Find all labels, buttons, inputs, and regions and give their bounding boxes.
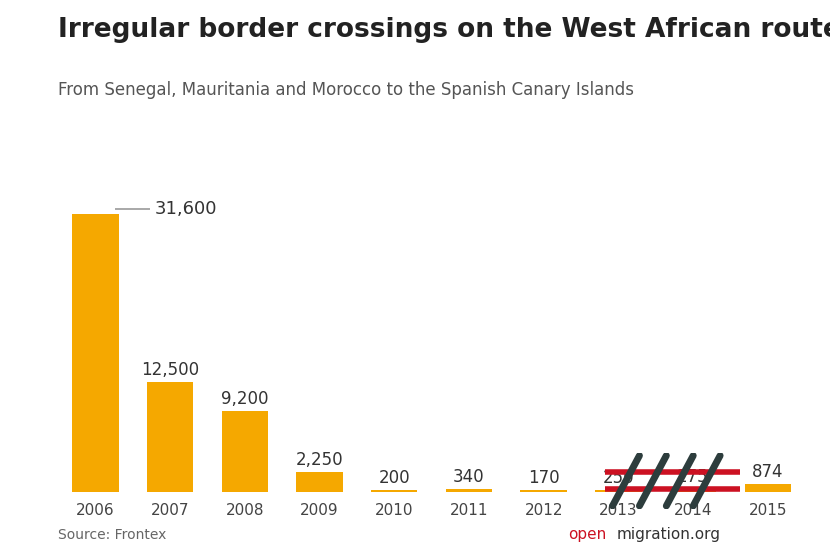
Bar [222, 411, 268, 492]
Text: 250: 250 [603, 468, 634, 487]
Text: 9,200: 9,200 [221, 390, 269, 408]
Text: From Senegal, Mauritania and Morocco to the Spanish Canary Islands: From Senegal, Mauritania and Morocco to … [58, 81, 634, 99]
Bar [371, 490, 417, 492]
Text: Source: Frontex: Source: Frontex [58, 528, 167, 542]
Text: 170: 170 [528, 470, 559, 487]
Bar [595, 490, 642, 492]
Bar [446, 489, 492, 492]
Text: 31,600: 31,600 [154, 200, 217, 218]
Bar [745, 484, 791, 492]
Text: 275: 275 [677, 468, 709, 486]
Text: 12,500: 12,500 [141, 361, 199, 379]
Bar [147, 382, 193, 492]
Bar [296, 472, 343, 492]
Text: Irregular border crossings on the West African route: Irregular border crossings on the West A… [58, 17, 830, 43]
Bar [520, 490, 567, 492]
Bar [72, 214, 119, 492]
Text: open: open [569, 527, 607, 542]
Text: migration.org: migration.org [617, 527, 720, 542]
Text: 200: 200 [378, 469, 410, 487]
Text: 340: 340 [453, 468, 485, 486]
Text: 874: 874 [752, 463, 784, 481]
Bar [670, 490, 716, 492]
Text: 2,250: 2,250 [295, 451, 344, 469]
